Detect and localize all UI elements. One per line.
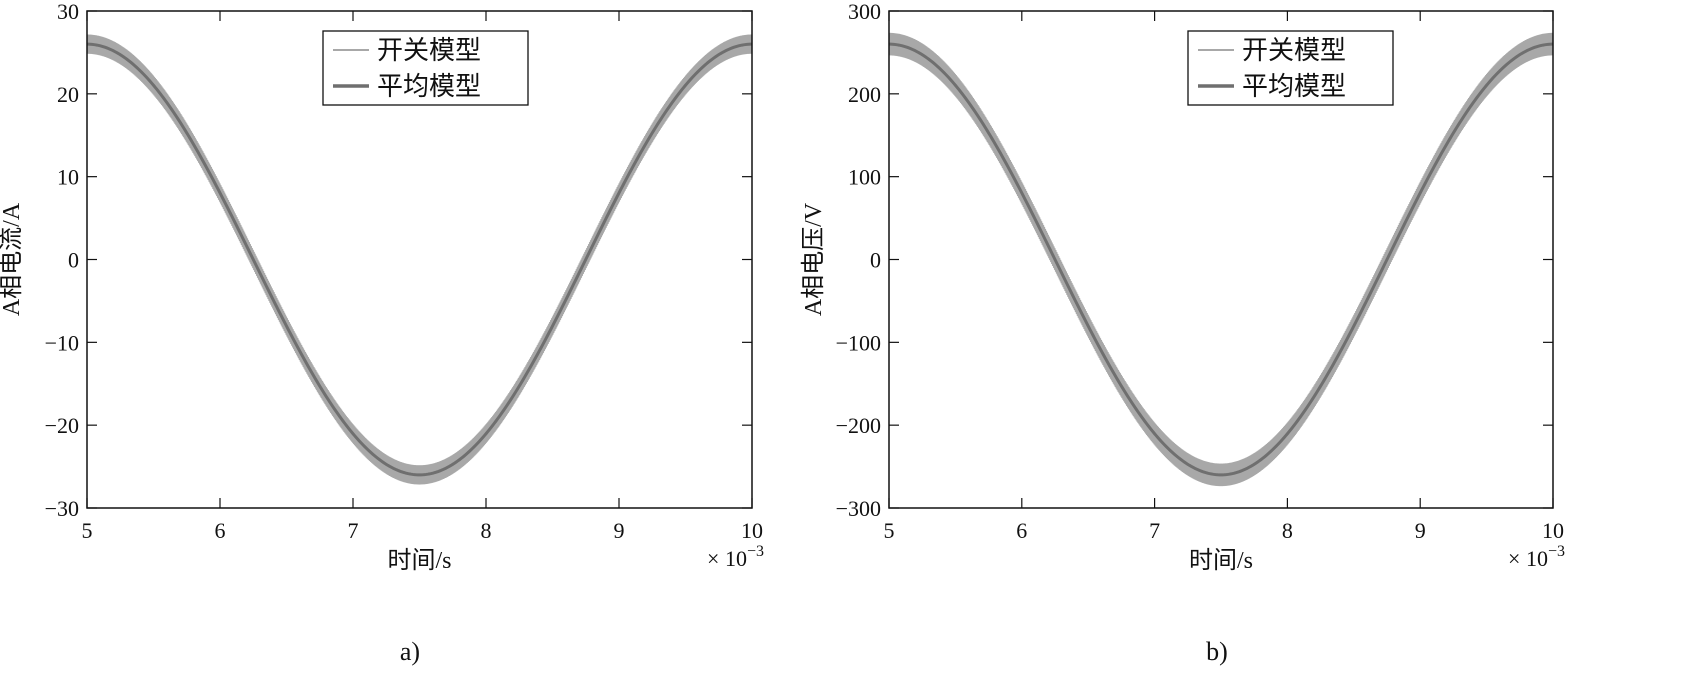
x-tick-label: 8 [481, 518, 492, 543]
x-axis-multiplier-exponent: −3 [1548, 543, 1565, 560]
y-tick-label: −100 [836, 330, 881, 355]
y-tick-label: 200 [848, 82, 881, 107]
series-group [87, 34, 752, 485]
x-axis-multiplier: × 10−3 [707, 543, 764, 571]
y-tick-label: 30 [57, 0, 79, 24]
x-tick-label: 6 [1016, 518, 1027, 543]
legend-label-average-model: 平均模型 [377, 72, 481, 101]
x-tick-label: 9 [614, 518, 625, 543]
x-tick-label: 10 [1542, 518, 1564, 543]
y-axis-label: A相电压/V [800, 202, 827, 316]
y-tick-label: 300 [848, 0, 881, 24]
chart-panel-b: 5 6 7 8 9 10 −300 −200 −100 0 100 200 300 时间/s A相电压/V ×… [800, 0, 1565, 666]
y-tick-label: −200 [836, 413, 881, 438]
legend-box [322, 30, 529, 106]
x-tick-label: 7 [348, 518, 359, 543]
y-tick-label: 20 [57, 82, 79, 107]
x-tick-label: 8 [1282, 518, 1293, 543]
x-axis-label: 时间/s [387, 547, 451, 574]
y-tick-label: −30 [45, 496, 79, 521]
y-tick-label: 0 [68, 248, 79, 273]
legend-box [1187, 30, 1394, 106]
subplot-caption: b) [1206, 637, 1228, 666]
x-tick-label: 5 [884, 518, 895, 543]
y-tick-label: 0 [870, 248, 881, 273]
legend-label-switching-model: 开关模型 [377, 36, 481, 65]
switching-model-series [889, 32, 1553, 487]
series-group [889, 32, 1553, 487]
y-tick-label: −20 [45, 413, 79, 438]
x-tick-label: 6 [215, 518, 226, 543]
y-tick-label: 100 [848, 165, 881, 190]
x-tick-label: 9 [1415, 518, 1426, 543]
legend-label-switching-model: 开关模型 [1242, 36, 1346, 65]
average-model-series [87, 42, 752, 477]
y-tick-label: −300 [836, 496, 881, 521]
y-tick-label: −10 [45, 330, 79, 355]
x-tick-label: 10 [741, 518, 763, 543]
y-tick-label: 10 [57, 165, 79, 190]
x-axis-label: 时间/s [1189, 547, 1253, 574]
y-axis-label: A相电流/A [0, 202, 25, 316]
x-tick-label: 5 [82, 518, 93, 543]
legend-label-average-model: 平均模型 [1242, 72, 1346, 101]
x-tick-label: 7 [1149, 518, 1160, 543]
chart-panel-a: 5 6 7 8 9 10 −30 −20 −10 0 10 20 30 时间/s A相电流/A × 10−3 开… [0, 0, 764, 666]
x-axis-multiplier-exponent: −3 [747, 543, 764, 560]
subplot-caption: a) [400, 637, 420, 666]
average-model-series [889, 42, 1553, 477]
x-axis-multiplier: × 10−3 [1508, 543, 1565, 571]
